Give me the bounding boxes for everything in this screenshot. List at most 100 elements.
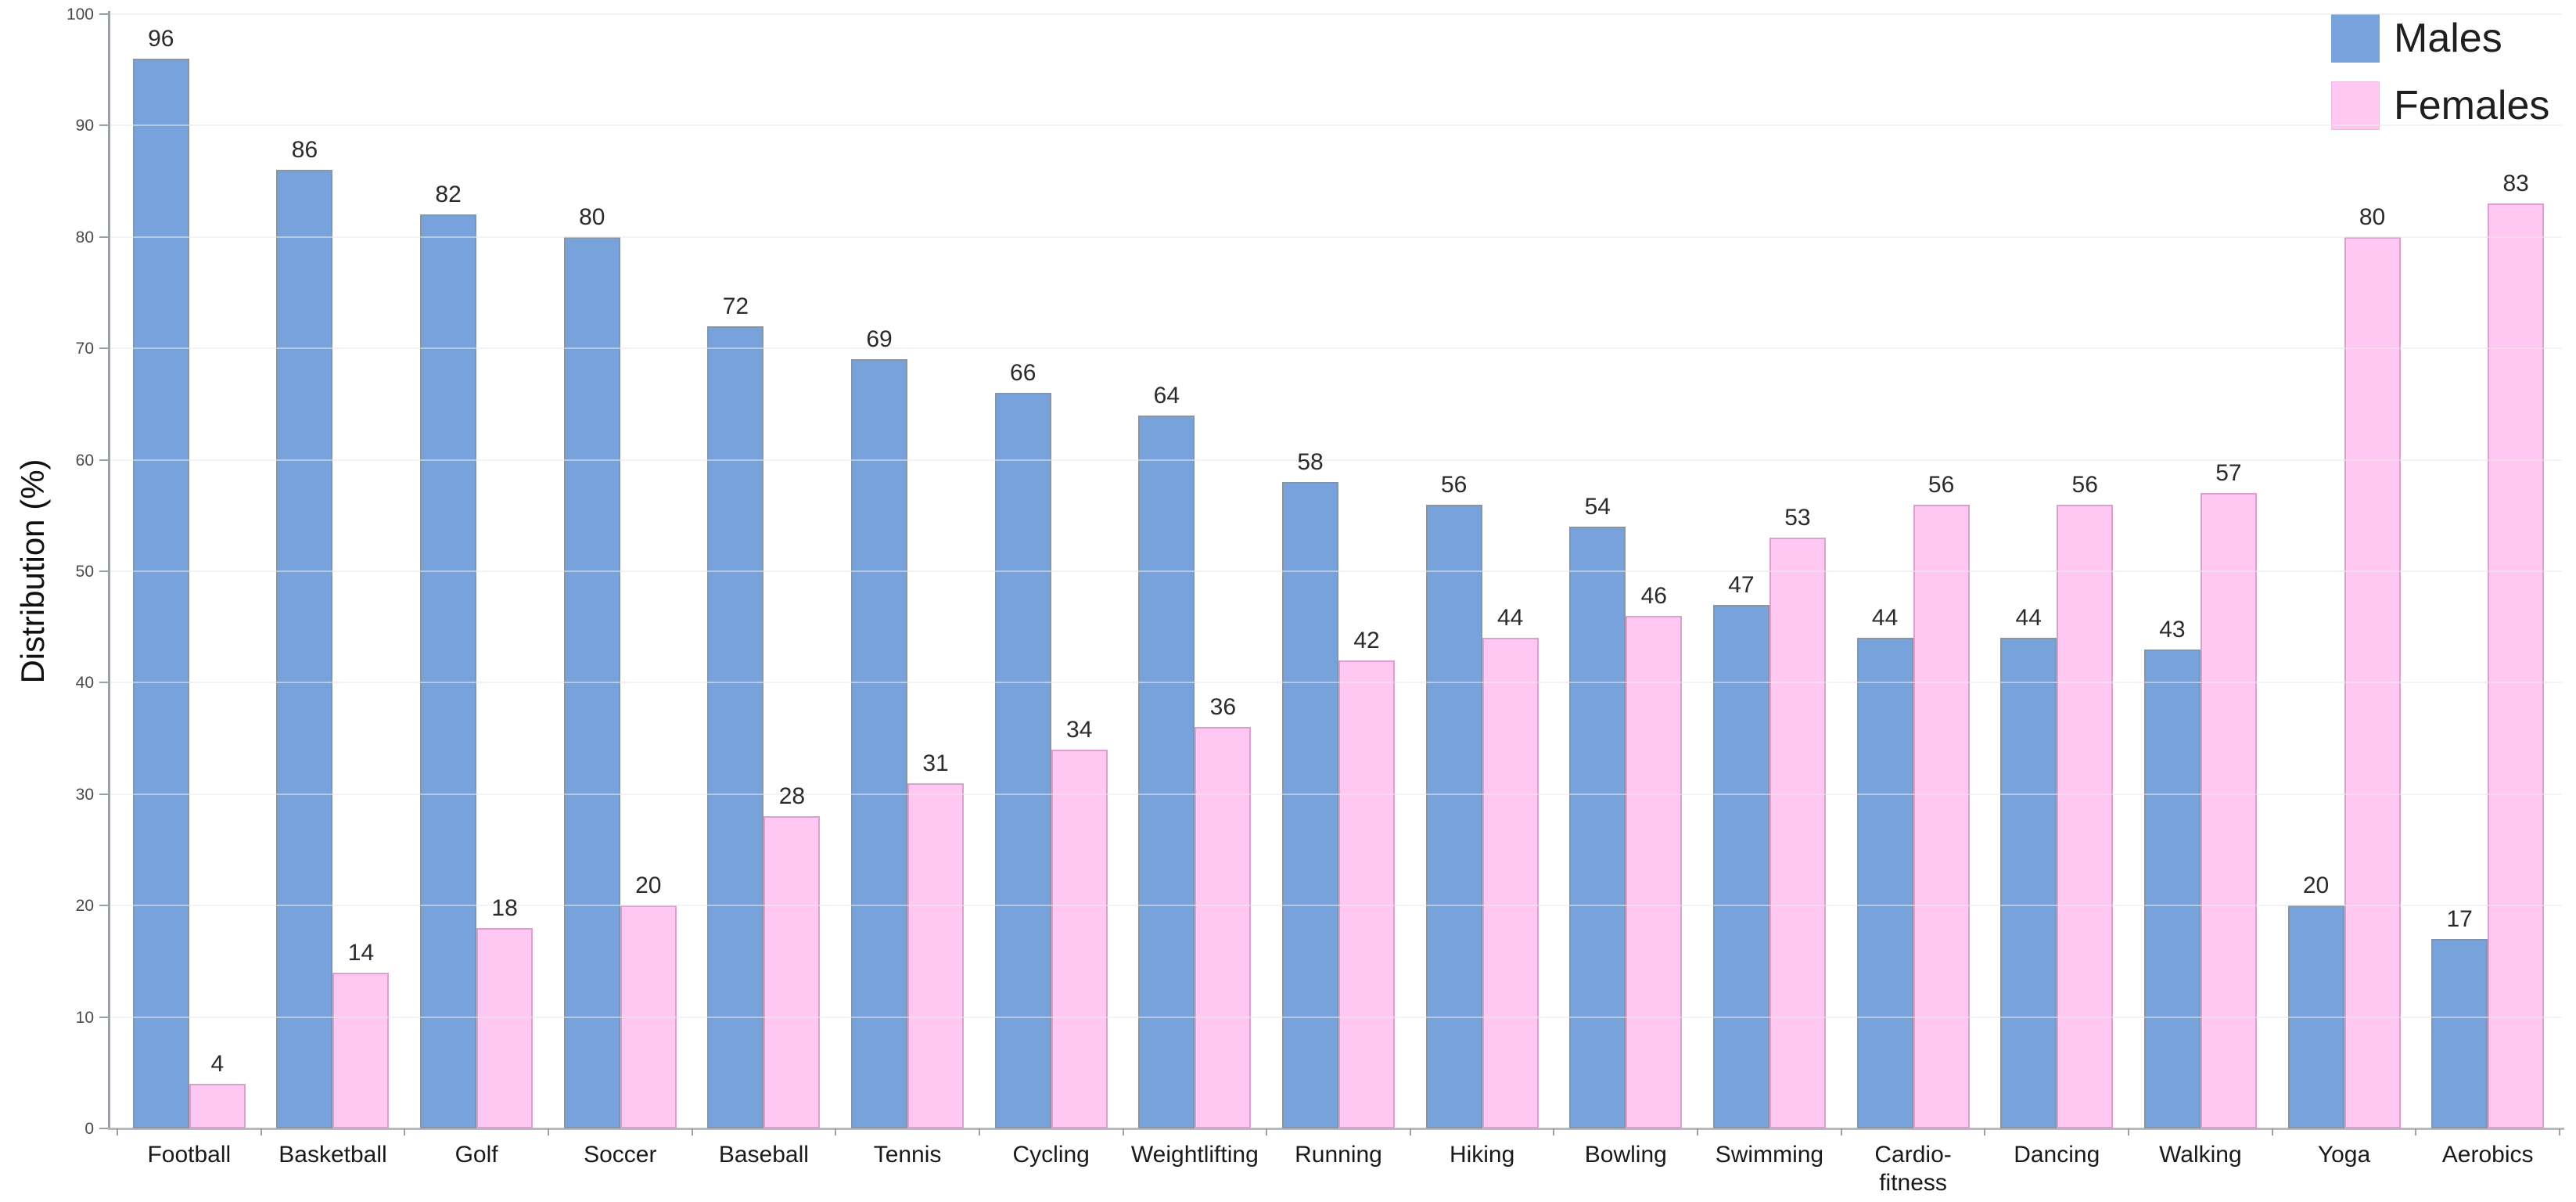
bar-value-label: 47: [1728, 571, 1755, 598]
y-axis-tick: [99, 905, 108, 907]
bar-value-label: 72: [722, 293, 749, 319]
x-axis-tick: [1984, 1128, 1986, 1135]
x-axis-tick: [691, 1128, 693, 1135]
y-axis-tick: [99, 236, 108, 238]
bar-males-4: [707, 326, 764, 1128]
bar-value-label: 53: [1784, 505, 1811, 531]
x-axis-tick: [547, 1128, 549, 1135]
bar-value-label: 58: [1297, 449, 1324, 476]
bar-value-label: 96: [148, 25, 174, 52]
x-axis-tick: [978, 1128, 980, 1135]
bar-males-11: [1712, 604, 1769, 1128]
bar-males-6: [994, 393, 1051, 1128]
bar-value-label: 4: [210, 1051, 225, 1078]
bar-males-5: [851, 359, 908, 1128]
bar-value-label: 80: [579, 203, 605, 230]
x-axis-tick: [260, 1128, 262, 1135]
gridline: [110, 682, 2562, 684]
y-axis-tick: [99, 1128, 108, 1129]
gridline: [110, 236, 2562, 238]
bar-value-label: 42: [1353, 627, 1380, 653]
bar-value-label: 31: [922, 750, 949, 776]
y-tick-label: 60: [75, 451, 94, 470]
x-category-label: Cardio- fitness: [1874, 1142, 1952, 1196]
bar-males-16: [2431, 938, 2488, 1128]
x-category-label: Golf: [454, 1142, 498, 1168]
bar-males-14: [2143, 649, 2201, 1128]
bar-females-7: [1195, 727, 1252, 1128]
x-category-label: Swimming: [1715, 1142, 1824, 1168]
legend-swatch-males-icon: [2331, 14, 2380, 63]
gridline: [110, 13, 2562, 15]
bar-females-11: [1769, 538, 1826, 1128]
y-axis-tick: [99, 1016, 108, 1018]
bar-females-16: [2488, 203, 2545, 1128]
bar-value-label: 83: [2502, 171, 2529, 197]
x-axis-tick: [2271, 1128, 2273, 1135]
x-axis-tick: [1409, 1128, 1411, 1135]
gridline: [110, 347, 2562, 350]
x-axis-tick: [1840, 1128, 1842, 1135]
bar-value-label: 17: [2446, 905, 2473, 932]
bar-males-12: [1856, 638, 1913, 1128]
bar-value-label: 66: [1010, 360, 1037, 387]
x-category-label: Hiking: [1449, 1142, 1515, 1168]
y-tick-label: 0: [84, 1120, 94, 1138]
bar-males-2: [420, 214, 477, 1128]
bar-males-1: [276, 170, 333, 1128]
bar-value-label: 56: [2071, 471, 2098, 498]
bar-value-label: 86: [291, 137, 318, 164]
bar-males-8: [1282, 482, 1338, 1128]
x-axis-tick: [1266, 1128, 1268, 1135]
x-category-label: Running: [1295, 1142, 1382, 1168]
x-axis: [108, 1128, 2564, 1130]
bar-value-label: 57: [2215, 460, 2242, 487]
x-category-label: Basketball: [278, 1142, 387, 1168]
gridline: [110, 793, 2562, 795]
gridline: [110, 459, 2562, 461]
bar-value-label: 44: [1496, 605, 1524, 632]
legend-swatch-females-icon: [2331, 81, 2380, 130]
y-tick-label: 100: [66, 5, 94, 23]
bar-females-1: [332, 972, 390, 1128]
bar-females-10: [1626, 615, 1683, 1128]
x-category-label: Bowling: [1584, 1142, 1667, 1168]
y-tick-label: 90: [75, 117, 94, 135]
y-axis-tick: [99, 459, 108, 461]
x-axis-tick: [1122, 1128, 1124, 1135]
x-axis-tick: [835, 1128, 837, 1135]
y-axis-tick: [99, 570, 108, 572]
bar-value-label: 82: [435, 182, 462, 208]
bar-value-label: 28: [778, 783, 806, 810]
legend-label-females: Females: [2394, 83, 2550, 128]
bar-value-label: 34: [1066, 716, 1093, 743]
x-category-label: Baseball: [718, 1142, 809, 1168]
y-axis-tick: [99, 124, 108, 127]
bar-females-6: [1051, 749, 1108, 1128]
gridline: [110, 570, 2562, 572]
gridline: [110, 124, 2562, 127]
bar-males-9: [1425, 504, 1482, 1128]
bar-value-label: 36: [1209, 694, 1237, 721]
x-axis-tick: [2128, 1128, 2130, 1135]
gridline: [110, 905, 2562, 907]
y-axis-tick: [99, 347, 108, 350]
x-axis-tick: [2559, 1128, 2560, 1135]
x-category-label: Football: [147, 1142, 232, 1168]
bar-females-5: [907, 783, 965, 1128]
bar-females-9: [1482, 638, 1539, 1128]
y-tick-label: 40: [75, 674, 94, 693]
bar-value-label: 64: [1153, 382, 1180, 408]
x-axis-tick: [1553, 1128, 1555, 1135]
bar-value-label: 46: [1640, 582, 1667, 609]
y-axis-tick: [99, 682, 108, 684]
x-axis-tick: [117, 1128, 118, 1135]
bar-value-label: 14: [347, 939, 375, 966]
bar-females-8: [1338, 660, 1395, 1128]
bar-males-13: [2000, 638, 2057, 1128]
bar-value-label: 18: [491, 894, 518, 921]
y-axis-tick: [99, 13, 108, 15]
bar-value-label: 69: [866, 326, 893, 353]
bar-value-label: 54: [1584, 494, 1611, 520]
